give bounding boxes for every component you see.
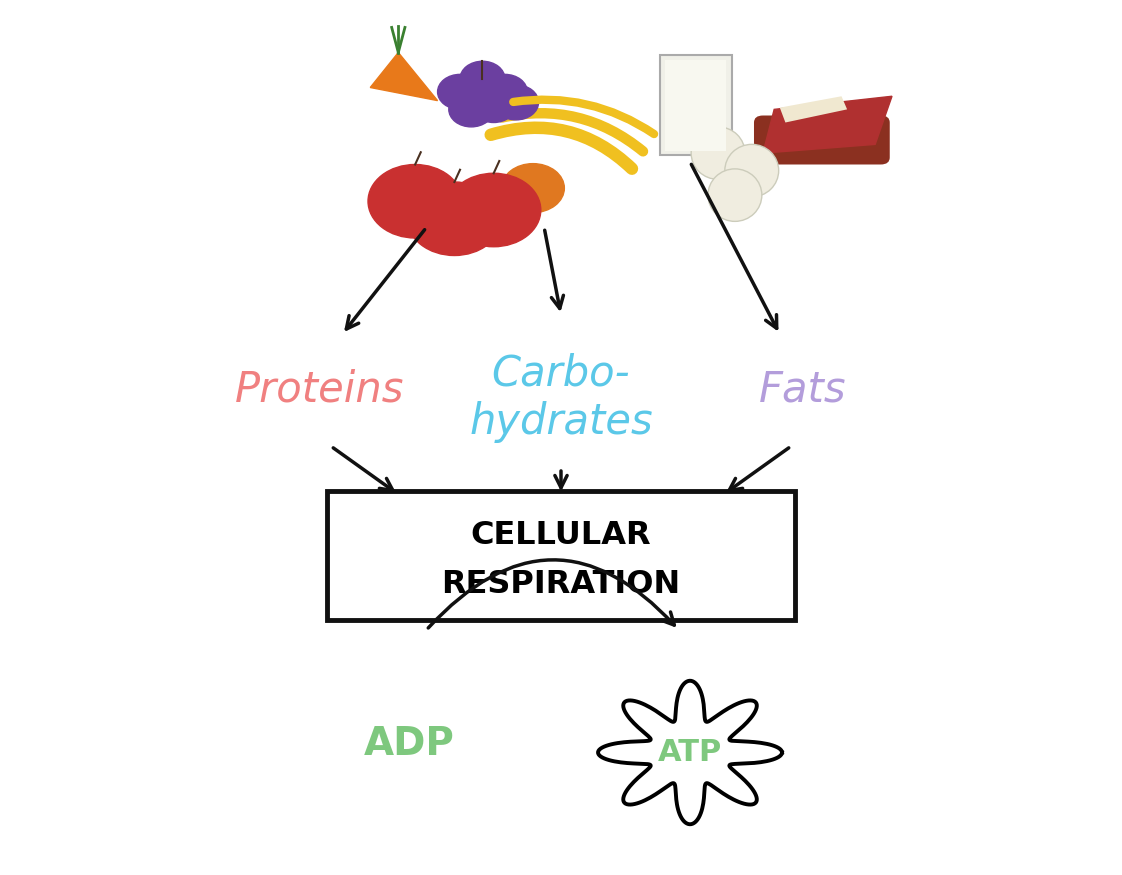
FancyBboxPatch shape [754, 116, 890, 164]
FancyBboxPatch shape [665, 60, 726, 150]
Polygon shape [763, 96, 892, 153]
Circle shape [449, 92, 494, 127]
Circle shape [447, 173, 541, 247]
Text: ADP: ADP [365, 724, 454, 763]
Polygon shape [780, 96, 847, 123]
Circle shape [368, 164, 462, 238]
Ellipse shape [691, 127, 745, 179]
Circle shape [407, 182, 502, 256]
Text: Proteins: Proteins [236, 368, 404, 410]
Circle shape [471, 88, 516, 122]
Circle shape [438, 74, 482, 109]
Text: Carbo-
hydrates: Carbo- hydrates [469, 353, 653, 444]
Circle shape [502, 164, 564, 213]
Text: ATP: ATP [657, 738, 723, 767]
Ellipse shape [725, 144, 779, 197]
FancyBboxPatch shape [660, 55, 732, 155]
Circle shape [494, 85, 539, 120]
FancyArrowPatch shape [513, 100, 654, 134]
FancyBboxPatch shape [327, 491, 795, 620]
Ellipse shape [708, 169, 762, 221]
FancyArrowPatch shape [490, 128, 632, 169]
Polygon shape [598, 681, 782, 824]
Polygon shape [370, 52, 438, 101]
Text: CELLULAR: CELLULAR [471, 520, 651, 551]
FancyArrowPatch shape [502, 113, 643, 151]
FancyArrowPatch shape [429, 560, 674, 628]
Text: Fats: Fats [758, 368, 846, 410]
Circle shape [482, 74, 527, 109]
Text: RESPIRATION: RESPIRATION [441, 569, 681, 600]
Circle shape [460, 61, 505, 96]
